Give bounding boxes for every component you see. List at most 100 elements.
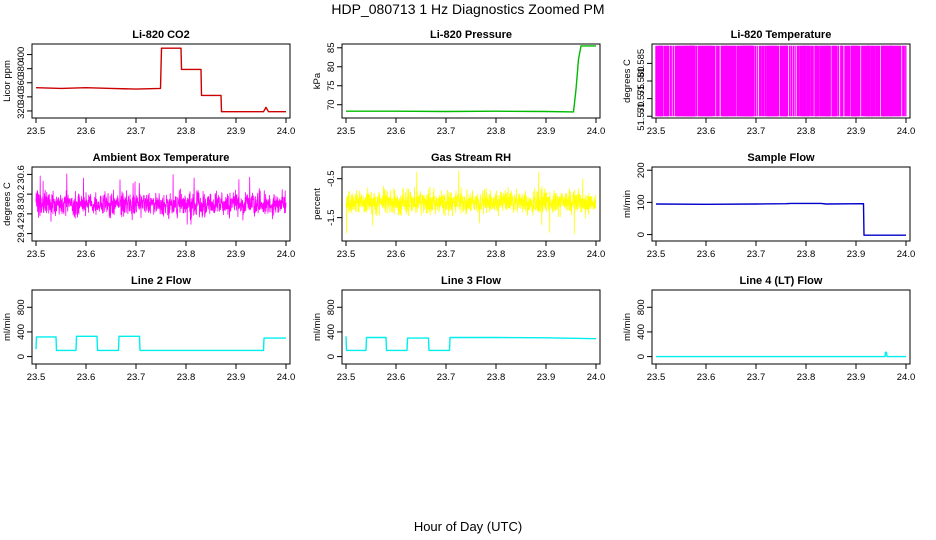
x-tick-label: 23.8 xyxy=(177,372,196,383)
x-tick-label: 23.7 xyxy=(127,249,146,260)
x-tick-label: 23.8 xyxy=(487,372,506,383)
x-tick-label: 23.9 xyxy=(227,249,246,260)
plot-frame xyxy=(651,166,911,242)
x-tick-label: 23.7 xyxy=(127,372,146,383)
x-tick-label: 24.0 xyxy=(897,126,916,137)
series-line xyxy=(346,45,596,113)
y-tick-label: 400 xyxy=(326,324,337,340)
x-tick-label: 23.9 xyxy=(537,126,556,137)
figure-x-axis-label: Hour of Day (UTC) xyxy=(414,519,522,534)
y-axis-label: kPa xyxy=(312,72,323,89)
x-tick-label: 23.9 xyxy=(847,126,866,137)
y-tick-label: 0 xyxy=(16,354,27,359)
y-tick-label: 800 xyxy=(636,299,647,315)
panel-grid: Li-820 CO2 Licor ppm 23.5 23.6 23.7 23.8 23.9 2… xyxy=(2,29,915,383)
x-tick-label: 24.0 xyxy=(277,372,296,383)
panel-1: Li-820 CO2 Licor ppm 23.5 23.6 23.7 23.8 23.9 2… xyxy=(2,29,295,137)
x-tick-label: 24.0 xyxy=(277,126,296,137)
x-tick-label: 23.7 xyxy=(747,126,766,137)
x-tick-label: 23.9 xyxy=(537,372,556,383)
y-tick-label: 30.6 xyxy=(16,165,27,184)
x-tick-label: 23.9 xyxy=(537,249,556,260)
x-tick-label: 23.5 xyxy=(27,126,46,137)
panel-title: Li-820 Temperature xyxy=(731,29,832,41)
x-tick-label: 24.0 xyxy=(897,249,916,260)
x-tick-label: 23.8 xyxy=(797,372,816,383)
y-tick-label: 30.2 xyxy=(16,185,27,204)
y-axis-label: ml/min xyxy=(312,313,323,341)
panel-5: Gas Stream RH percent 23.5 23.6 23.7 23.8 23.9… xyxy=(312,152,605,260)
series-line xyxy=(345,336,597,352)
y-tick-label: 340 xyxy=(16,89,27,105)
x-tick-label: 23.6 xyxy=(387,372,406,383)
x-tick-label: 23.5 xyxy=(337,249,356,260)
y-tick-label: 400 xyxy=(16,47,27,63)
panel-title: Li-820 CO2 xyxy=(132,29,189,41)
plot-frame xyxy=(31,166,291,242)
x-tick-label: 23.6 xyxy=(697,372,716,383)
x-tick-label: 24.0 xyxy=(897,372,916,383)
y-axis-label: percent xyxy=(312,188,323,220)
plot-frame xyxy=(341,166,601,242)
y-tick-label: 29.4 xyxy=(16,224,27,243)
y-tick-label: 100 xyxy=(636,194,647,210)
y-axis-label: ml/min xyxy=(2,313,13,341)
y-tick-label: 800 xyxy=(16,299,27,315)
panel-title: Line 3 Flow xyxy=(441,275,501,287)
y-tick-label: -1.5 xyxy=(326,209,337,225)
x-tick-label: 23.6 xyxy=(77,126,96,137)
y-tick-label: 200 xyxy=(636,162,647,178)
y-tick-label: 320 xyxy=(16,103,27,119)
series-line xyxy=(35,335,286,352)
plot-frame xyxy=(341,289,601,365)
x-tick-label: 24.0 xyxy=(277,249,296,260)
x-tick-label: 24.0 xyxy=(587,372,606,383)
panel-3: Li-820 Temperature degrees C 23.5 23.6 23.7 2… xyxy=(622,29,915,137)
y-tick-label: 360 xyxy=(16,75,27,91)
panel-8: Line 3 Flow ml/min 23.5 23.6 23.7 23.8 23.9 24.… xyxy=(312,275,605,383)
y-tick-label: 70 xyxy=(326,99,337,110)
y-axis-label: ml/min xyxy=(622,190,633,218)
plot-frame xyxy=(31,43,291,119)
y-tick-label: 80 xyxy=(326,61,337,72)
figure-title: HDP_080713 1 Hz Diagnostics Zoomed PM xyxy=(331,1,604,17)
x-tick-label: 23.8 xyxy=(797,126,816,137)
panel-title: Ambient Box Temperature xyxy=(93,152,230,164)
x-tick-label: 23.7 xyxy=(437,126,456,137)
data-band xyxy=(886,45,891,117)
x-tick-label: 23.8 xyxy=(177,126,196,137)
y-tick-label: -0.5 xyxy=(326,170,337,186)
y-tick-label: 380 xyxy=(16,61,27,77)
x-tick-label: 23.5 xyxy=(337,372,356,383)
series-line xyxy=(35,173,287,225)
series-line xyxy=(35,47,286,113)
series-line xyxy=(655,202,906,236)
x-tick-label: 24.0 xyxy=(587,126,606,137)
panel-title: Gas Stream RH xyxy=(431,152,511,164)
panel-2: Li-820 Pressure kPa 23.5 23.6 23.7 23.8 23.9 24… xyxy=(312,29,605,137)
panel-4: Ambient Box Temperature degrees C 23.5 23.6… xyxy=(2,152,295,260)
x-tick-label: 23.6 xyxy=(387,249,406,260)
y-tick-label: 85 xyxy=(326,43,337,54)
y-tick-label: 0 xyxy=(636,232,647,237)
x-tick-label: 23.9 xyxy=(227,372,246,383)
series-line xyxy=(656,351,906,358)
x-tick-label: 23.5 xyxy=(647,126,666,137)
panel-title: Sample Flow xyxy=(747,152,815,164)
x-tick-label: 23.9 xyxy=(847,372,866,383)
x-tick-label: 23.9 xyxy=(227,126,246,137)
panel-title: Line 4 (LT) Flow xyxy=(740,275,823,287)
panel-9: Line 4 (LT) Flow ml/min 23.5 23.6 23.7 23.8 23… xyxy=(622,275,915,383)
x-tick-label: 23.7 xyxy=(127,126,146,137)
y-axis-label: degrees C xyxy=(622,59,633,103)
series-line xyxy=(655,45,907,117)
x-tick-label: 23.5 xyxy=(27,249,46,260)
x-tick-label: 23.7 xyxy=(747,249,766,260)
y-tick-label: 51.585 xyxy=(636,49,647,78)
data-band xyxy=(831,45,837,117)
x-tick-label: 23.6 xyxy=(697,126,716,137)
y-axis-label: Licor ppm xyxy=(2,60,13,102)
x-tick-label: 23.8 xyxy=(487,249,506,260)
y-tick-label: 29.8 xyxy=(16,205,27,224)
